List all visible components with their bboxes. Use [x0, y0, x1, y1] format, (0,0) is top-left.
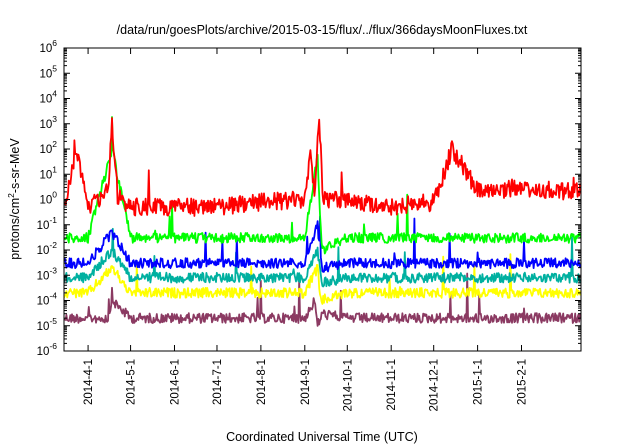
x-tick-label: 2014-4-1 — [83, 359, 95, 405]
series-line-5 — [64, 116, 581, 255]
x-tick-label: 2015-2-1 — [517, 359, 529, 405]
y-tick-label: 10-6 — [37, 341, 58, 358]
series-line-6 — [64, 117, 581, 217]
x-tick-label: 2014-12-1 — [429, 359, 441, 411]
y-tick-label: 10-4 — [37, 291, 58, 308]
y-tick-label: 10-3 — [37, 265, 58, 282]
series-line-3 — [64, 227, 581, 288]
x-tick-label: 2014-7-1 — [212, 359, 224, 405]
x-tick-label: 2014-10-1 — [342, 359, 354, 411]
series-line-2 — [64, 253, 581, 305]
series-line-1 — [64, 272, 581, 327]
x-tick-label: 2014-6-1 — [169, 359, 181, 405]
x-tick-label: 2014-9-1 — [300, 359, 312, 405]
series-line-4 — [64, 215, 581, 273]
chart-title: /data/run/goesPlots/archive/2015-03-15/f… — [117, 23, 528, 37]
x-axis: 2014-4-1 2014-5-1 2014-6-1 2014-7-1 2014-8-1… — [83, 48, 529, 411]
y-tick-label: 10-5 — [37, 316, 58, 333]
y-tick-label: 106 — [39, 38, 57, 55]
x-axis-title: Coordinated Universal Time (UTC) — [226, 430, 418, 444]
y-tick-label: 104 — [39, 89, 57, 106]
x-tick-label: 2014-11-1 — [386, 359, 398, 411]
y-tick-label: 102 — [39, 139, 57, 156]
y-tick-label: 100 — [39, 190, 57, 207]
y-tick-label: 103 — [39, 114, 57, 131]
y-tick-label: 105 — [39, 63, 57, 80]
x-tick-label: 2015-1-1 — [473, 359, 485, 405]
y-axis-title: protons/cm2-s-sr-MeV — [6, 138, 22, 260]
y-tick-label: 10-2 — [37, 240, 58, 257]
x-tick-label: 2014-5-1 — [126, 359, 138, 405]
y-tick-label: 10-1 — [37, 215, 58, 232]
y-tick-label: 101 — [39, 164, 57, 181]
series-layer — [64, 116, 581, 327]
x-tick-label: 2014-8-1 — [256, 359, 268, 405]
